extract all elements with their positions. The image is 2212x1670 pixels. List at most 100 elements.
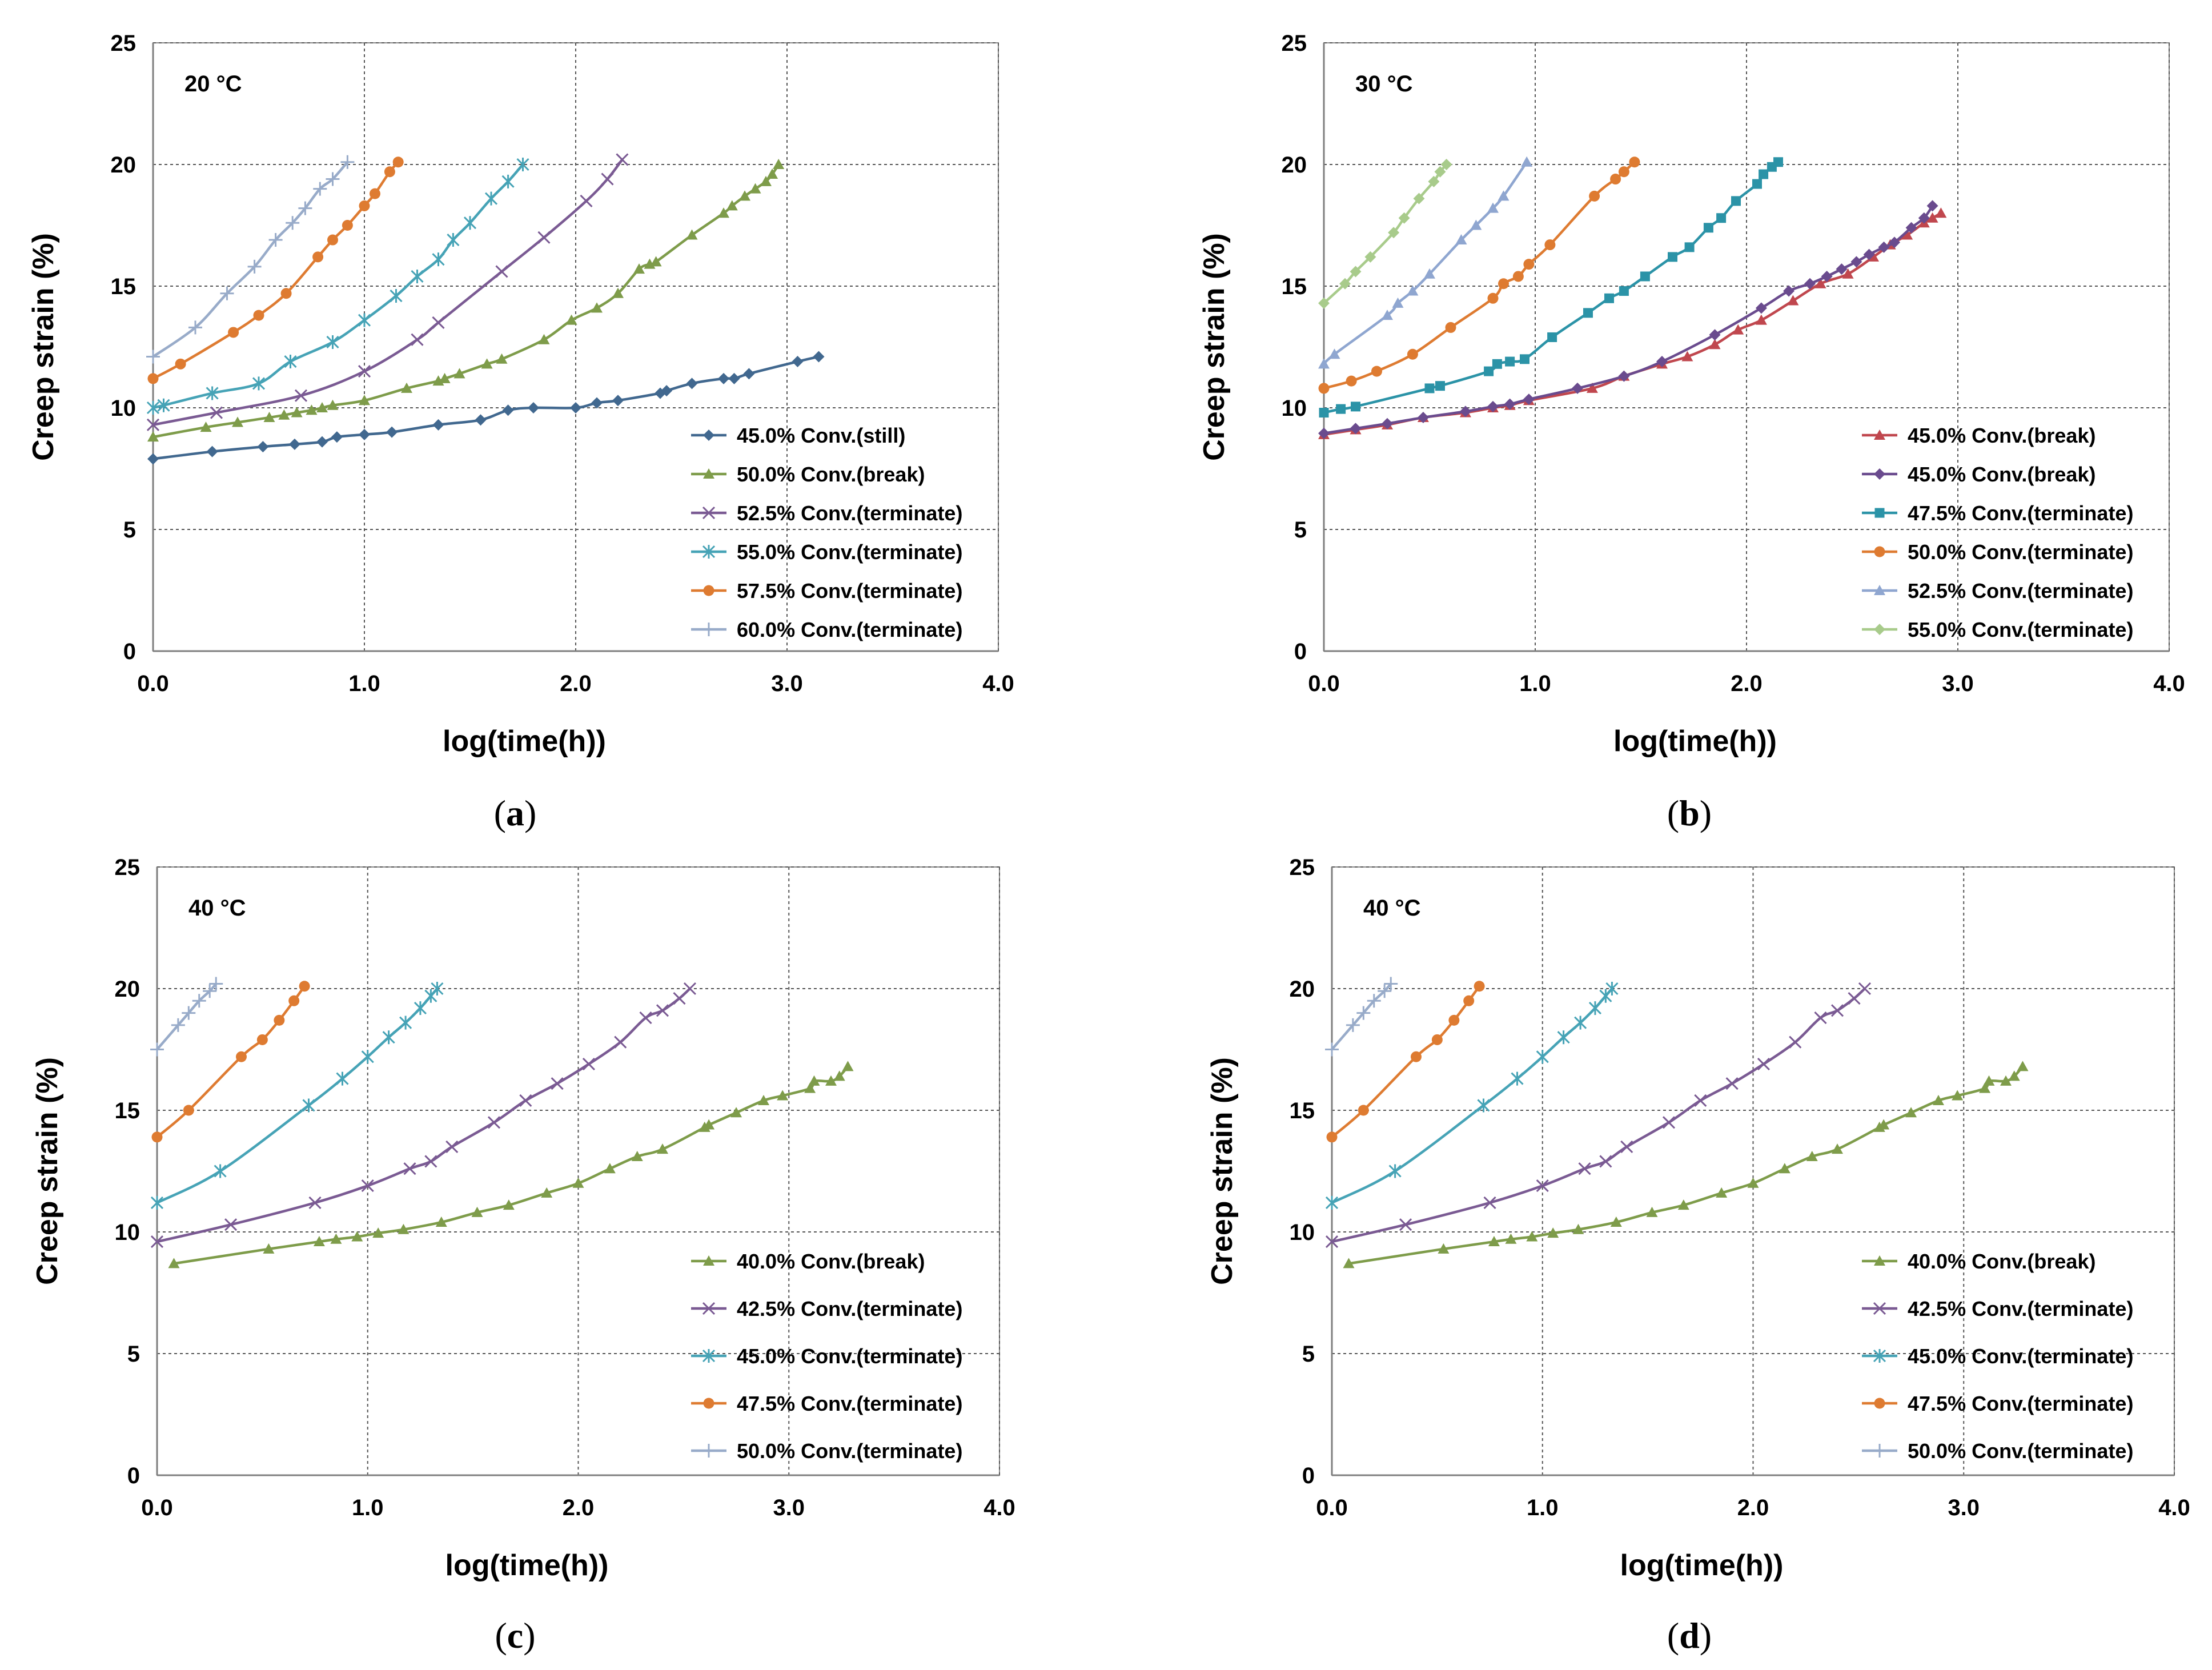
legend-item: 42.5% Conv.(terminate) [1862, 1297, 2133, 1320]
data-point [1388, 1164, 1402, 1178]
data-point [278, 409, 290, 420]
data-point [686, 378, 698, 390]
data-point [604, 1163, 616, 1174]
data-point [591, 397, 603, 409]
data-point [639, 1011, 652, 1025]
data-point [718, 207, 729, 218]
data-point [1716, 213, 1727, 223]
data-point [484, 191, 498, 206]
data-point [150, 1042, 164, 1057]
data-point [792, 356, 804, 368]
data-point [1725, 1077, 1739, 1090]
data-point [291, 407, 303, 418]
caption-letter: a [506, 793, 524, 833]
y-tick-label: 0 [127, 1463, 140, 1488]
caption-close-paren: ) [1700, 793, 1712, 833]
caption-open-paren: ( [495, 1615, 507, 1656]
legend-item: 60.0% Conv.(terminate) [691, 618, 962, 641]
x-tick-label: 3.0 [771, 671, 803, 696]
legend-item: 57.5% Conv.(terminate) [691, 579, 962, 603]
data-point [1610, 1216, 1622, 1227]
data-point [384, 166, 395, 178]
data-point [1511, 1071, 1524, 1086]
data-point [703, 1119, 715, 1130]
data-point [1814, 1011, 1827, 1025]
data-point [2000, 1075, 2012, 1086]
series-2 [150, 982, 444, 1210]
x-tick-label: 4.0 [982, 671, 1014, 696]
data-point [256, 1034, 268, 1045]
data-point [582, 1057, 596, 1071]
legend-item: 40.0% Conv.(break) [1862, 1250, 2095, 1273]
data-point [1747, 1177, 1759, 1188]
legend-item: 50.0% Conv.(terminate) [691, 1439, 962, 1463]
data-point [616, 153, 629, 166]
y-tick-label: 10 [1282, 396, 1307, 421]
data-point [1382, 418, 1393, 429]
data-point [1413, 192, 1425, 204]
data-point [1371, 366, 1382, 377]
data-point [1346, 1018, 1360, 1032]
data-point [220, 286, 234, 300]
data-point [1952, 1090, 1964, 1101]
data-point [1629, 156, 1640, 168]
data-point [1572, 1223, 1584, 1234]
legend-marker [703, 1398, 714, 1409]
data-point [1618, 166, 1629, 178]
data-point [612, 287, 624, 298]
data-point [487, 1116, 501, 1129]
data-point [432, 419, 444, 431]
data-point [386, 426, 398, 438]
data-point [150, 1235, 164, 1249]
data-point [1411, 1051, 1422, 1062]
caption-close-paren: ) [524, 793, 536, 833]
legend-item: 47.5% Conv.(terminate) [1862, 1392, 2133, 1415]
y-tick-label: 5 [1294, 517, 1307, 543]
data-point [1440, 159, 1452, 170]
legend-marker [1874, 585, 1885, 595]
series-0 [147, 351, 825, 465]
data-point [766, 168, 778, 179]
data-point [1325, 1235, 1339, 1249]
data-point [372, 1227, 384, 1238]
legend-marker [702, 1349, 716, 1363]
data-point [1367, 994, 1381, 1008]
data-point [1836, 263, 1848, 275]
x-tick-label: 1.0 [348, 671, 380, 696]
data-point [1684, 242, 1695, 252]
data-point [1868, 251, 1879, 262]
legend-item: 55.0% Conv.(terminate) [1862, 618, 2133, 641]
series-4 [1318, 156, 1533, 369]
data-point [1388, 227, 1400, 239]
data-point [825, 1075, 837, 1086]
data-point [1858, 982, 1872, 995]
data-point [537, 231, 551, 244]
data-point [411, 333, 424, 346]
data-point [280, 288, 292, 299]
legend-marker [1874, 546, 1885, 557]
legend-marker [702, 623, 716, 636]
y-tick-label: 10 [1290, 1220, 1315, 1245]
data-point [1605, 982, 1619, 995]
legend-item: 45.0% Conv.(still) [691, 424, 905, 447]
data-point [358, 365, 371, 378]
data-point [1933, 1094, 1944, 1105]
data-point [661, 385, 673, 397]
data-point [1905, 222, 1917, 234]
legend-item: 45.0% Conv.(terminate) [691, 1344, 962, 1368]
data-point [1520, 354, 1529, 364]
data-point [1498, 278, 1509, 290]
legend-marker [1874, 624, 1885, 635]
legend: 45.0% Conv.(still) 50.0% Conv.(break) 52.5… [691, 424, 962, 641]
data-point [516, 158, 529, 171]
legend-item: 45.0% Conv.(terminate) [1862, 1344, 2133, 1368]
data-point [1814, 278, 1826, 288]
data-point [1504, 398, 1516, 410]
series-1 [1318, 200, 1938, 439]
data-point [1350, 266, 1362, 278]
series-1 [147, 159, 785, 442]
data-point [1863, 248, 1875, 260]
data-point [1755, 302, 1767, 314]
data-point [1487, 292, 1499, 304]
y-tick-label: 15 [1282, 274, 1307, 299]
